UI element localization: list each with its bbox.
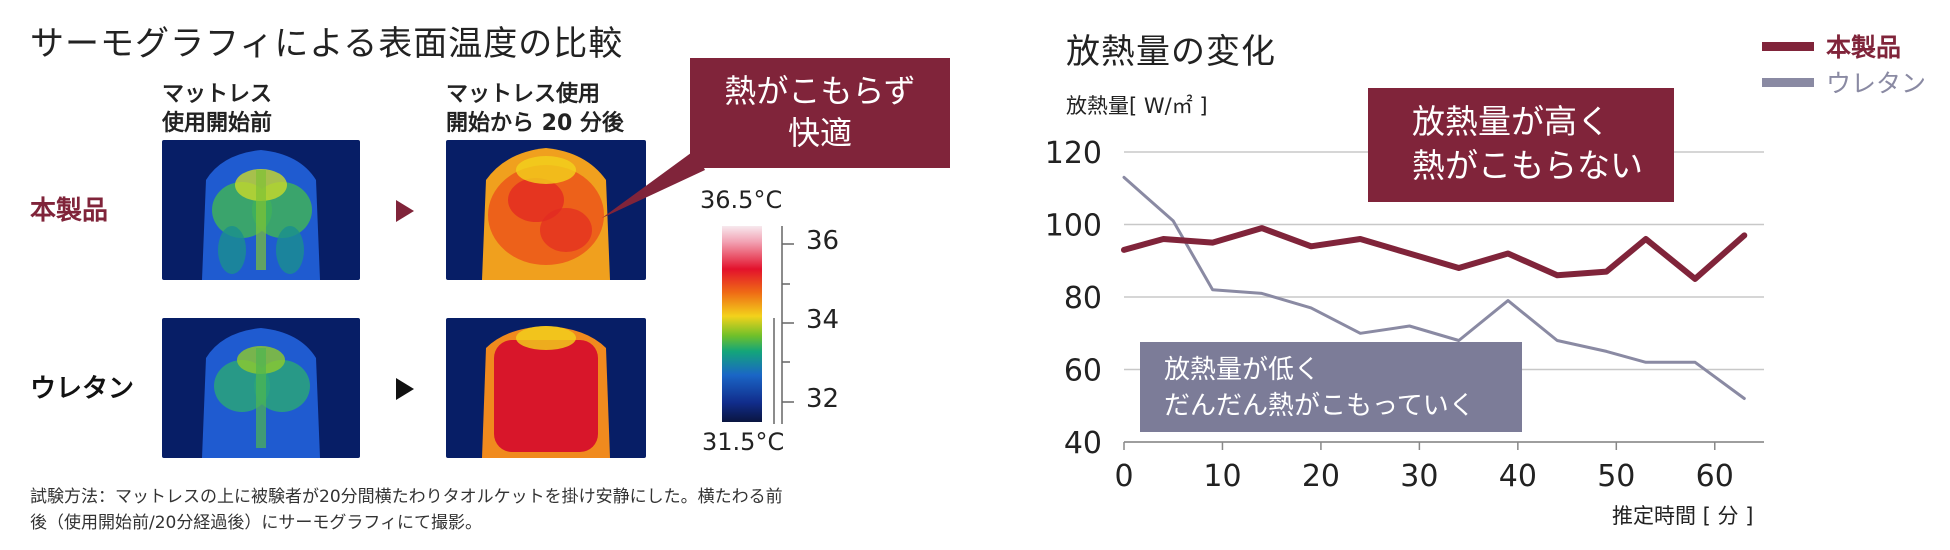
test-method-note: 試験方法：マットレスの上に被験者が20分間横たわりタオルケットを掛け安静にした。… — [30, 484, 783, 536]
legend-swatch-urethane — [1762, 77, 1814, 87]
thermal-body-graphic — [202, 150, 320, 280]
series-line-urethane — [1122, 175, 1746, 400]
chart-title: 放熱量の変化 — [1066, 32, 1276, 72]
x-tick-label: 60 — [1696, 459, 1734, 494]
x-tick-label: 30 — [1400, 459, 1438, 494]
legend-label-product: 本製品 — [1826, 33, 1902, 62]
x-tick-label: 20 — [1302, 459, 1340, 494]
annotation-low-line2: だんだん熱がこもっていく — [1164, 391, 1475, 421]
series-line-product — [1121, 225, 1748, 282]
annotation-low-line1: 放熱量が低く — [1164, 355, 1321, 385]
x-tick-label: 10 — [1203, 459, 1241, 494]
annotation-high-release: 放熱量が高く 熱がこもらない — [1368, 88, 1674, 202]
thermal-body-graphic — [482, 326, 610, 458]
thermal-body-graphic — [482, 148, 610, 280]
thermal-image-urethane-before — [162, 318, 360, 458]
thermal-image-urethane-after — [446, 318, 646, 458]
scale-tick-36: 36 — [806, 226, 840, 256]
scale-tick-32: 32 — [806, 384, 840, 414]
column-header-before-line1: マットレス — [162, 82, 273, 107]
thermography-title: サーモグラフィによる表面温度の比較 — [30, 24, 624, 64]
thermal-image-product-after — [446, 140, 646, 280]
thermal-image-product-before — [162, 140, 360, 280]
heat-release-line-chart: 40 60 80 100 120 0 10 20 30 40 50 60 — [1045, 136, 1764, 494]
y-tick-label: 40 — [1064, 426, 1102, 461]
column-header-after: マットレス使用 開始から 20 分後 — [446, 80, 624, 138]
chart-x-axis-label: 推定時間 [ 分 ] — [1612, 504, 1754, 528]
chart-y-axis-label: 放熱量[ W/㎡ ] — [1066, 94, 1208, 118]
scale-tick-34: 34 — [806, 305, 840, 335]
note-line2: 後（使用開始前/20分経過後）にサーモグラフィにて撮影。 — [30, 513, 483, 533]
row-label-urethane: ウレタン — [30, 374, 135, 404]
annotation-high-line2: 熱がこもらない — [1412, 146, 1643, 185]
x-tick-label: 50 — [1597, 459, 1635, 494]
legend-label-urethane: ウレタン — [1826, 69, 1927, 98]
arrow-right-icon — [396, 378, 414, 400]
scale-tick-marks — [773, 226, 794, 424]
callout-line2: 快適 — [787, 114, 852, 152]
scale-top-label: 36.5°C — [700, 186, 783, 214]
temperature-scale-bar — [722, 226, 762, 422]
callout-line1: 熱がこもらず — [724, 72, 916, 110]
callout-not-trapping-heat: 熱がこもらず 快適 — [690, 58, 950, 168]
x-tick-label: 0 — [1114, 459, 1133, 494]
y-tick-label: 120 — [1045, 136, 1102, 171]
arrow-right-icon — [396, 200, 414, 222]
legend-item-product: 本製品 — [1762, 28, 1901, 64]
column-header-before-line2: 使用開始前 — [162, 111, 273, 136]
y-tick-label: 100 — [1045, 209, 1102, 244]
callout-pointer — [602, 150, 705, 218]
note-line1: 試験方法：マットレスの上に被験者が20分間横たわりタオルケットを掛け安静にした。… — [30, 487, 783, 507]
column-header-after-line2: 開始から 20 分後 — [446, 111, 624, 136]
y-tick-label: 80 — [1064, 281, 1102, 316]
column-header-after-line1: マットレス使用 — [446, 82, 601, 107]
annotation-low-release: 放熱量が低く だんだん熱がこもっていく — [1140, 342, 1522, 432]
y-tick-label: 60 — [1064, 354, 1102, 389]
column-header-before: マットレス 使用開始前 — [162, 80, 272, 138]
row-label-product: 本製品 — [30, 196, 109, 226]
annotation-high-line1: 放熱量が高く — [1412, 102, 1610, 141]
scale-bottom-label: 31.5°C — [702, 428, 785, 456]
legend-swatch-product — [1762, 41, 1814, 51]
x-tick-label: 40 — [1499, 459, 1537, 494]
thermal-body-graphic — [202, 328, 320, 458]
legend-item-urethane: ウレタン — [1762, 64, 1926, 100]
